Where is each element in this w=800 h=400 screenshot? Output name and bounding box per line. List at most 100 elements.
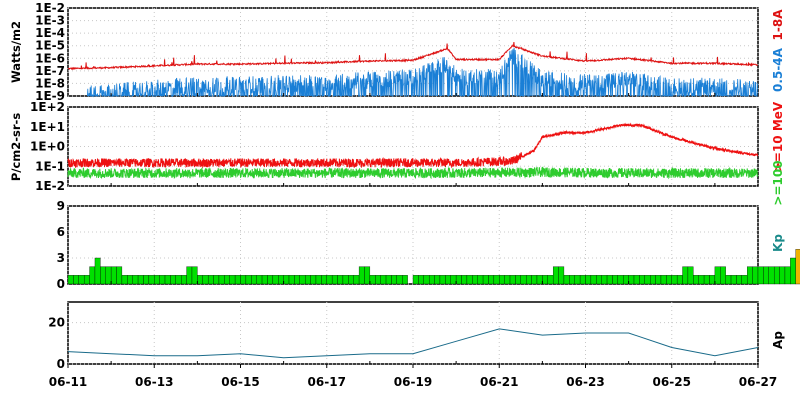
kp-bar (261, 275, 268, 285)
kp-bar (445, 275, 451, 285)
kp-bar (337, 275, 344, 285)
kp-bar (520, 275, 527, 285)
y-tick-label: 1E-9 (35, 89, 65, 103)
xray-short-label: 0.5-4A (771, 47, 785, 92)
kp-label: Kp (771, 234, 785, 252)
kp-bar (736, 275, 743, 285)
xray-long-label: 1-8A (771, 9, 785, 41)
y-tick-label: 1E+0 (30, 140, 65, 154)
kp-bar (531, 275, 538, 285)
kp-bar (757, 266, 764, 285)
kp-bar (369, 275, 376, 285)
y-tick-label: 1E-2 (35, 1, 65, 15)
kp-bar (83, 275, 90, 285)
kp-bar (472, 275, 478, 285)
kp-bar (380, 275, 387, 285)
kp-bar (197, 275, 203, 285)
kp-bar (272, 275, 279, 285)
kp-bar (439, 275, 446, 285)
proton-series (67, 122, 759, 180)
kp-bar (186, 266, 193, 285)
kp-bar (579, 275, 586, 285)
kp-panel-frame (67, 205, 759, 285)
kp-bar (466, 275, 473, 285)
proton-100-label: >=100 (771, 160, 785, 205)
kp-bar (202, 275, 209, 285)
kp-bar (326, 275, 333, 285)
kp-bar (364, 266, 371, 285)
kp-bar (110, 266, 117, 285)
ap-series (67, 328, 759, 359)
kp-bar (213, 275, 220, 285)
kp-bar (741, 275, 748, 285)
y-tick-label: 1E-5 (35, 39, 65, 53)
kp-bar (730, 275, 737, 285)
kp-bar (321, 275, 327, 285)
kp-bar (563, 275, 570, 285)
kp-bar (385, 275, 392, 285)
y-tick-label: 1E-4 (35, 26, 65, 40)
y-tick-label: 1E-7 (35, 64, 65, 78)
kp-bar (105, 266, 112, 285)
kp-bar (703, 275, 710, 285)
proton-ylabel: P/cm2-sr-s (9, 113, 23, 181)
kp-bar (590, 275, 597, 285)
kp-bar (779, 266, 786, 285)
kp-bar (348, 275, 354, 285)
kp-bar (682, 266, 689, 285)
kp-bar (428, 275, 435, 285)
y-tick-label: 1E+1 (30, 120, 65, 134)
x-tick-label: 06-13 (135, 375, 173, 389)
kp-bar (148, 275, 155, 285)
y-tick-label: 1E-1 (35, 159, 65, 173)
kp-bars (67, 249, 800, 285)
kp-bar (310, 275, 317, 285)
x-tick-label: 06-21 (480, 375, 518, 389)
y-tick-label: 1E-2 (35, 179, 65, 193)
kp-bar (331, 275, 338, 285)
kp-bar (89, 266, 96, 285)
kp-bar (455, 275, 462, 285)
kp-bar (294, 275, 300, 285)
kp-bar (784, 266, 791, 285)
kp-bar (558, 266, 565, 285)
kp-bar (612, 275, 619, 285)
kp-bar (650, 275, 656, 285)
kp-bar (666, 275, 672, 285)
kp-bar (67, 275, 74, 285)
kp-bar (461, 275, 468, 285)
kp-bar (396, 275, 403, 285)
kp-bar (509, 275, 516, 285)
kp-bar (418, 275, 424, 285)
kp-bar (606, 275, 613, 285)
y-tick-label: 0 (57, 277, 65, 291)
x-tick-label: 06-27 (739, 375, 777, 389)
y-tick-label: 1E-6 (35, 51, 65, 65)
kp-bar (725, 275, 732, 285)
kp-bar (375, 275, 381, 285)
kp-bar (499, 275, 505, 285)
kp-bar (132, 275, 139, 285)
kp-bar (763, 266, 769, 285)
kp-bar (154, 275, 160, 285)
kp-bar (628, 275, 635, 285)
kp-bar (191, 266, 198, 285)
kp-bar (709, 275, 716, 285)
kp-bar (660, 275, 667, 285)
kp-bar (73, 275, 79, 285)
proton-100-line (67, 166, 759, 180)
kp-bar (639, 275, 645, 285)
kp-bar (655, 275, 662, 285)
kp-bar (526, 275, 532, 285)
x-tick-label: 06-15 (221, 375, 259, 389)
kp-bar (644, 275, 651, 285)
kp-bar (493, 275, 500, 285)
kp-bar (218, 275, 225, 285)
kp-bar (94, 257, 101, 285)
y-tick-label: 1E-8 (35, 76, 65, 90)
kp-bar (224, 275, 230, 285)
kp-bar (170, 275, 176, 285)
y-tick-label: 1E+2 (30, 100, 65, 114)
kp-bar (617, 275, 624, 285)
